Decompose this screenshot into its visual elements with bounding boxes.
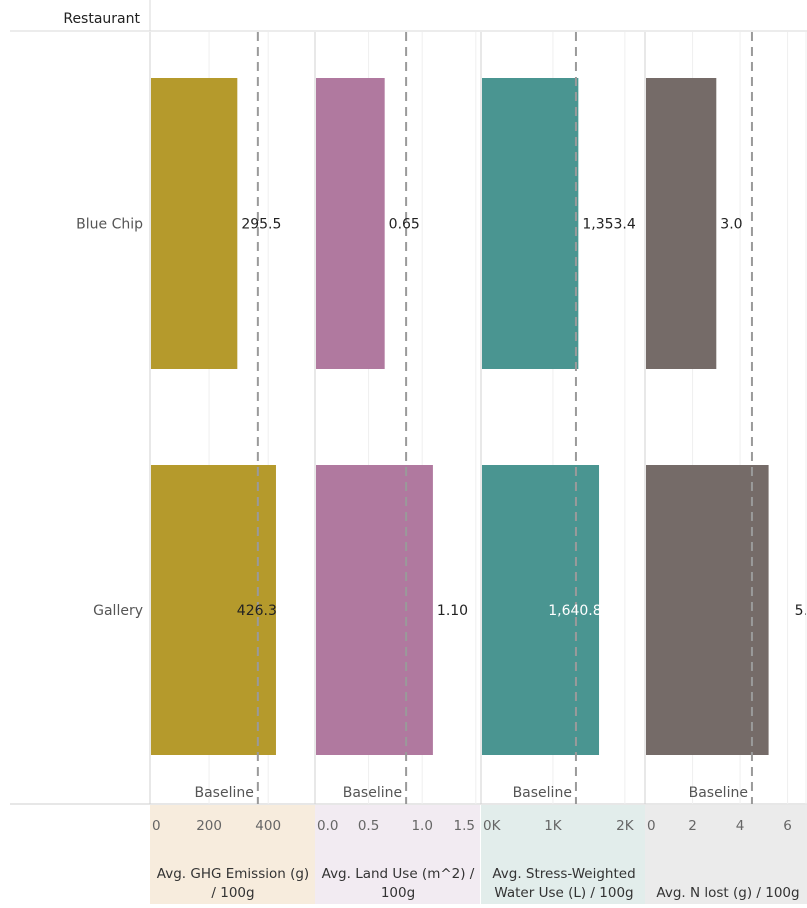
data-label: 1,353.4	[582, 217, 636, 233]
axis-title: Avg. N lost (g) / 100g	[656, 885, 799, 901]
bar[interactable]	[316, 78, 385, 369]
tick-label: 1K	[544, 818, 563, 834]
tick-label: 0.5	[358, 818, 379, 834]
axis-title: Avg. Land Use (m^2) /	[322, 866, 475, 882]
data-label: 1.10	[437, 603, 468, 619]
baseline-label: Baseline	[194, 785, 253, 801]
bar[interactable]	[646, 465, 769, 755]
axis-title: Avg. Stress-Weighted	[492, 866, 635, 882]
tick-label: 2K	[616, 818, 635, 834]
tick-label: 0	[152, 818, 161, 834]
bar[interactable]	[482, 465, 600, 755]
axis-title: Water Use (L) / 100g	[494, 885, 633, 901]
baseline-label: Baseline	[689, 785, 748, 801]
tick-label: 2	[688, 818, 697, 834]
axis-title: / 100g	[211, 885, 254, 901]
category-label: Blue Chip	[76, 217, 143, 233]
data-label: 5.2	[795, 603, 807, 619]
bar[interactable]	[151, 465, 276, 755]
tick-label: 400	[255, 818, 281, 834]
baseline-label: Baseline	[513, 785, 572, 801]
data-label: 0.65	[389, 217, 420, 233]
category-label: Gallery	[93, 603, 143, 619]
row-header: Restaurant	[63, 11, 140, 27]
bar[interactable]	[151, 78, 238, 369]
axis-footer-band	[150, 805, 315, 904]
tick-label: 200	[196, 818, 222, 834]
tick-label: 1.5	[454, 818, 475, 834]
bar[interactable]	[646, 78, 717, 369]
tick-label: 6	[783, 818, 792, 834]
tick-label: 1.0	[411, 818, 432, 834]
tick-label: 0	[647, 818, 656, 834]
axis-title: Avg. GHG Emission (g)	[157, 866, 309, 882]
data-label: 1,640.8	[548, 603, 601, 619]
data-label: 3.0	[720, 217, 742, 233]
tick-label: 0K	[483, 818, 502, 834]
tick-label: 4	[736, 818, 745, 834]
baseline-label: Baseline	[343, 785, 402, 801]
axis-footer-band	[315, 805, 480, 904]
bar[interactable]	[316, 465, 433, 755]
tick-label: 0.0	[317, 818, 338, 834]
data-label: 295.5	[241, 217, 281, 233]
axis-title: 100g	[381, 885, 415, 901]
data-label: 426.3	[237, 603, 277, 619]
bar[interactable]	[482, 78, 579, 369]
axis-footer-band	[481, 805, 646, 904]
axis-footer-band	[645, 805, 807, 904]
